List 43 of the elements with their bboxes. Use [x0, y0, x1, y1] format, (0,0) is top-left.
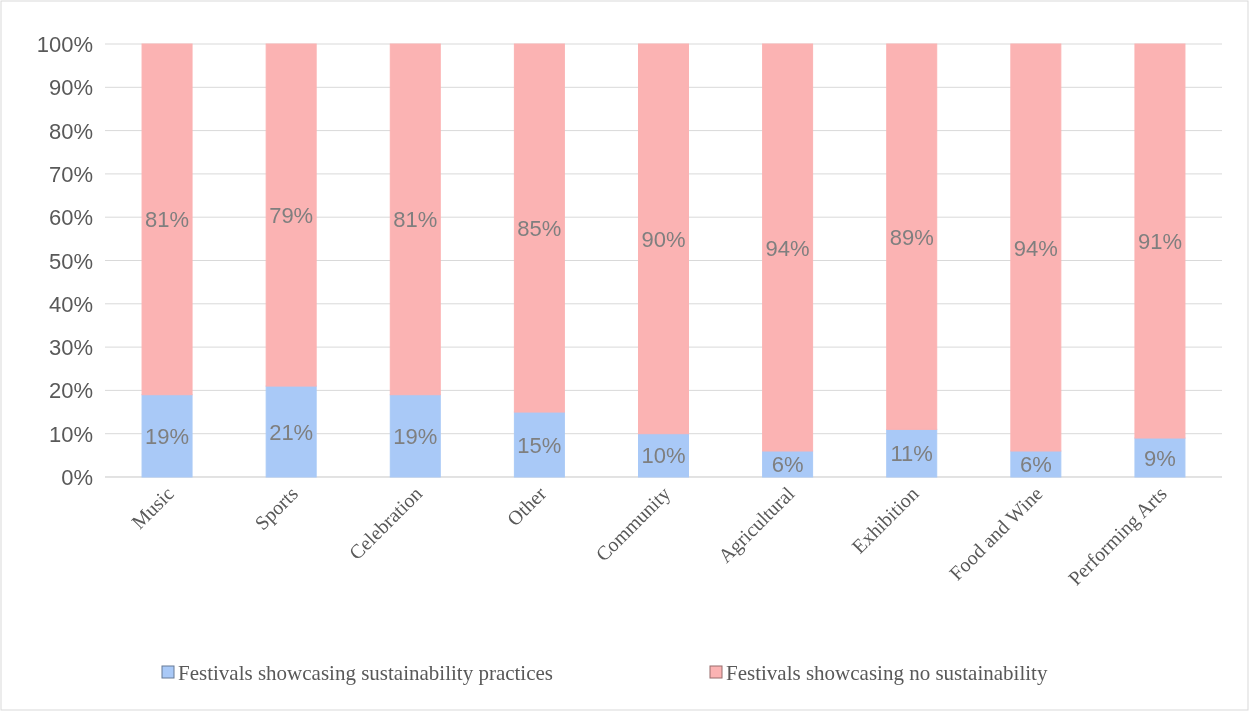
y-tick-label: 60%	[48, 205, 93, 231]
data-label: 94%	[765, 235, 810, 261]
y-tick-label: 90%	[48, 75, 93, 101]
bar	[1134, 43, 1186, 439]
y-tick-label: 10%	[48, 421, 93, 447]
data-label: 6%	[1019, 452, 1052, 478]
data-label: 81%	[393, 207, 438, 233]
bar	[265, 385, 317, 478]
bar	[141, 43, 193, 396]
y-tick-label: 70%	[48, 161, 93, 187]
y-tick-label: 0%	[61, 465, 93, 490]
data-label: 21%	[269, 419, 314, 445]
bar	[389, 43, 441, 396]
data-label: 85%	[517, 216, 562, 242]
data-label: 15%	[517, 432, 562, 458]
y-tick-label: 20%	[48, 378, 93, 404]
legend-label: Festivals showcasing sustainability practices	[178, 661, 554, 685]
bar	[141, 394, 193, 478]
data-label: 90%	[641, 226, 686, 252]
bar	[513, 43, 565, 413]
data-label: 79%	[269, 203, 314, 229]
data-label: 81%	[145, 207, 190, 233]
data-label: 91%	[1137, 229, 1182, 255]
bar	[389, 394, 441, 478]
data-label: 6%	[771, 452, 804, 478]
data-label: 10%	[641, 443, 686, 469]
bar	[638, 43, 689, 435]
data-label: 9%	[1144, 445, 1176, 471]
y-tick-label: 50%	[48, 248, 93, 274]
y-tick-label: 30%	[48, 335, 93, 361]
y-tick-label: 80%	[48, 118, 93, 144]
bar	[762, 43, 814, 452]
data-label: 11%	[890, 441, 933, 467]
legend-label: Festivals showcasing no sustainability	[726, 661, 1048, 685]
bar	[886, 43, 938, 430]
y-tick-label: 100%	[36, 32, 93, 57]
data-label: 19%	[145, 423, 190, 449]
bar	[265, 43, 317, 387]
data-label: 89%	[889, 224, 934, 250]
y-tick-label: 40%	[48, 291, 93, 317]
data-label: 94%	[1013, 235, 1058, 261]
bar	[1010, 43, 1062, 452]
data-label: 19%	[393, 423, 438, 449]
